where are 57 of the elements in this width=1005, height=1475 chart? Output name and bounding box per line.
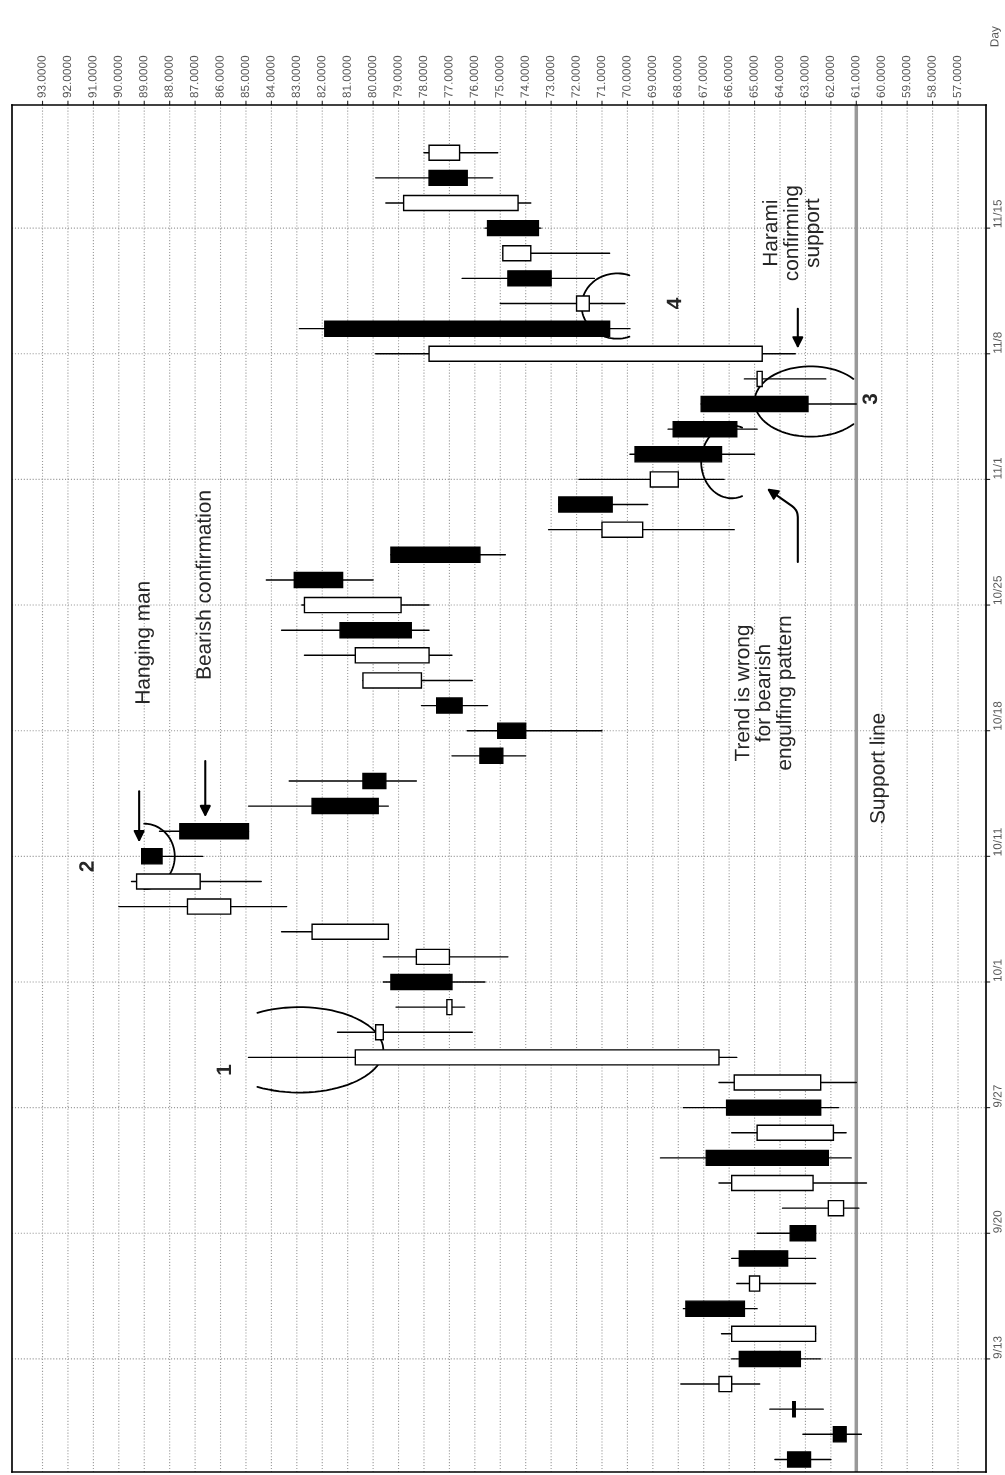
y-tick-label: 11/15 <box>992 199 1002 228</box>
x-tick-label: 62.0000 <box>825 55 835 98</box>
x-tick-label: 72.0000 <box>571 55 580 98</box>
x-tick-label: 85.0000 <box>240 55 250 98</box>
annotation: Hanging man <box>134 582 154 703</box>
ref-line-label: Support line <box>869 713 889 824</box>
annotation: 4 <box>666 297 682 309</box>
x-tick-label: 70.0000 <box>622 55 631 98</box>
x-tick-label: 71.0000 <box>596 55 606 98</box>
x-tick-label: 58.0000 <box>927 55 936 98</box>
x-tick-label: 81.0000 <box>342 55 351 98</box>
annotation: 1 <box>216 1064 232 1075</box>
x-tick-label: 68.0000 <box>673 55 682 98</box>
x-tick-label: 75.0000 <box>495 55 504 98</box>
x-tick-label: 77.0000 <box>444 55 453 98</box>
x-tick-label: 88.0000 <box>164 55 173 98</box>
x-tick-label: 91.0000 <box>88 55 97 98</box>
x-tick-label: 89.0000 <box>139 55 148 98</box>
x-tick-label: 74.0000 <box>520 55 529 98</box>
annotation: Trend is wrong for bearish engulfing pattern <box>734 616 796 770</box>
x-tick-label: 87.0000 <box>189 55 199 98</box>
x-tick-label: 59.0000 <box>901 55 911 98</box>
y-tick-label: 10/25 <box>992 576 1002 605</box>
y-tick-label: 9/27 <box>992 1085 1002 1108</box>
x-tick-label: 90.0000 <box>113 55 122 98</box>
x-tick-label: 76.0000 <box>469 55 479 98</box>
x-tick-label: 63.0000 <box>800 55 809 98</box>
x-tick-label: 66.0000 <box>723 55 733 98</box>
x-tick-label: 64.0000 <box>774 55 784 98</box>
x-tick-label: 80.0000 <box>367 55 377 98</box>
x-tick-label: 60.0000 <box>876 55 885 98</box>
x-tick-label: 92.0000 <box>62 55 72 98</box>
y-tick-label: 10/18 <box>992 701 1002 730</box>
y-tick-label: 10/11 <box>992 828 1002 856</box>
x-tick-label: 84.0000 <box>266 55 275 98</box>
y-tick-label: 11/1 <box>992 457 1002 479</box>
x-tick-label: 61.0000 <box>851 55 860 98</box>
y-tick-label: 9/13 <box>992 1336 1002 1359</box>
y-axis-title: Day <box>990 26 1001 47</box>
x-tick-label: 79.0000 <box>393 55 402 98</box>
x-tick-label: 93.0000 <box>37 55 46 98</box>
y-tick-label: 10/1 <box>992 959 1002 982</box>
x-tick-label: 65.0000 <box>749 55 758 98</box>
y-tick-label: 9/20 <box>992 1210 1002 1233</box>
annotation: Bearish confirmation <box>195 491 211 679</box>
x-tick-label: 67.0000 <box>698 55 707 98</box>
x-tick-label: 69.0000 <box>647 55 657 98</box>
x-tick-label: 57.0000 <box>952 55 962 98</box>
y-tick-label: 11/8 <box>992 332 1002 353</box>
x-tick-label: 73.0000 <box>545 55 555 98</box>
x-tick-label: 86.0000 <box>215 55 224 98</box>
x-tick-label: 78.0000 <box>418 55 428 98</box>
x-tick-label: 83.0000 <box>291 55 300 98</box>
annotation: Harami confirming support <box>762 186 824 281</box>
x-tick-label: 82.0000 <box>317 55 326 98</box>
annotation: 3 <box>862 393 878 405</box>
annotation: 2 <box>79 861 94 872</box>
